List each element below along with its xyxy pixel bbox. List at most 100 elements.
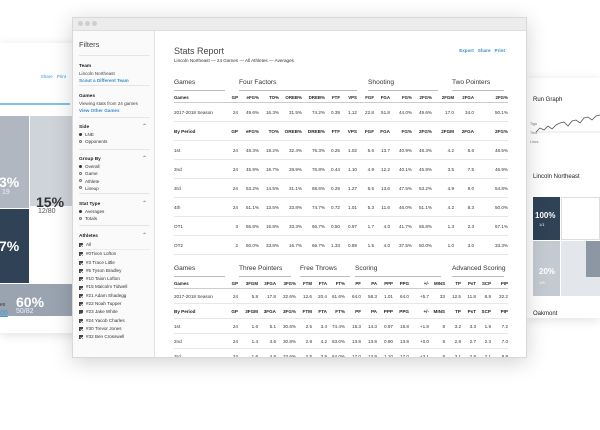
table-cell: 1.27 (340, 178, 357, 198)
row-label: By Period (174, 121, 224, 141)
scout-team-link[interactable]: Scout a Different Team (79, 78, 129, 83)
table-cell: PA (361, 303, 377, 319)
column-header[interactable]: PsT (461, 278, 476, 289)
column-header[interactable]: 2FGA (454, 92, 474, 103)
column-header[interactable]: Games (174, 278, 222, 289)
athlete-checkbox-item[interactable]: #30 Trevor Jones (79, 325, 150, 333)
table-cell: MINS (429, 303, 445, 319)
chevron-up-icon[interactable]: ⌃ (141, 233, 147, 239)
table-cell: 2.5 (296, 348, 312, 357)
athlete-name: #24 Yacob Charles (86, 317, 125, 323)
column-header[interactable]: 3FG% (276, 278, 296, 289)
view-games-link[interactable]: View Other Games (79, 108, 120, 113)
chevron-up-icon[interactable]: ⌃ (141, 156, 147, 162)
stat-option-totals[interactable]: Totals (79, 216, 150, 221)
share-button[interactable]: Share (477, 48, 491, 53)
side-option-opponents[interactable]: Opponents (79, 139, 150, 144)
column-header[interactable]: DREB% (302, 92, 325, 103)
athlete-checkbox-item[interactable]: #24 Yacob Charles (79, 317, 150, 325)
table-cell: 7.0 (491, 333, 508, 349)
column-header[interactable]: 2FG% (412, 92, 432, 103)
athlete-all-checkbox[interactable]: All (79, 241, 150, 249)
bg-print-link[interactable]: Print (56, 74, 66, 79)
table-cell: 24 (222, 288, 238, 304)
tile-count: 19 (2, 189, 10, 196)
column-header[interactable]: FGF (357, 92, 374, 103)
athlete-checkbox-item[interactable]: #3 Trace Little (79, 259, 150, 267)
column-header[interactable]: +/- (409, 278, 429, 289)
run-graph-chart: Tiga Tied Lincs (530, 114, 600, 144)
window-minimize-button[interactable] (85, 21, 90, 26)
column-header[interactable]: Games (174, 92, 224, 103)
column-header[interactable]: TO% (259, 92, 279, 103)
column-header[interactable]: GP (224, 92, 238, 103)
column-header[interactable]: PF (345, 278, 361, 289)
column-header[interactable]: PIP (491, 278, 508, 289)
column-header[interactable]: 3FGA (258, 278, 276, 289)
table-cell: 48.5% (474, 140, 508, 160)
athlete-checkbox-item[interactable]: #23 Jake White (79, 308, 150, 316)
column-header[interactable]: SCP (476, 278, 491, 289)
athlete-checkbox-item[interactable]: #22 Noah Tupper (79, 300, 150, 308)
table-cell: 45.9% (238, 159, 259, 179)
window-maximize-button[interactable] (92, 21, 97, 26)
tile-percent: 15% (36, 194, 65, 210)
column-header[interactable]: FGA (374, 92, 390, 103)
chevron-up-icon[interactable]: ⌃ (141, 201, 147, 207)
table-cell: 47.5% (390, 178, 412, 198)
table-cell: 48.3% (238, 140, 259, 160)
export-button[interactable]: Export (459, 48, 474, 53)
side-option-lne[interactable]: LNE (79, 132, 150, 137)
column-header[interactable]: FTA (312, 278, 327, 289)
tile-percent: 20% (539, 267, 556, 276)
table-cell: 8.9 (476, 288, 491, 304)
group-option-athlete[interactable]: Athlete (79, 179, 150, 184)
column-header[interactable]: OREB% (279, 92, 302, 103)
table-cell: 1.5 (357, 235, 374, 255)
filters-heading: Filters (79, 40, 100, 49)
column-header[interactable]: 3FGM (238, 278, 258, 289)
column-header[interactable]: TP (445, 278, 461, 289)
run-graph-title: Run Graph (533, 97, 563, 103)
athlete-checkbox-item[interactable]: #10 Taion Lofton (79, 275, 150, 283)
table-cell: 3FGM (238, 303, 258, 319)
table-cell: 4.9 (357, 159, 374, 179)
table-cell: 33.8% (259, 235, 279, 255)
athlete-checkbox-item[interactable]: #32 Ben Crosswell (79, 333, 150, 341)
table-cell: TP (445, 303, 461, 319)
table-cell: 17.0 (393, 348, 409, 357)
group-underline (355, 276, 441, 277)
group-option-overall[interactable]: Overall (79, 164, 150, 169)
chevron-up-icon[interactable]: ⌃ (141, 124, 147, 130)
column-header[interactable]: PPP (377, 278, 393, 289)
column-header[interactable]: MINS (429, 278, 445, 289)
stat-option-averages[interactable]: Averages (79, 209, 150, 214)
print-button[interactable]: Print (494, 48, 505, 53)
group-option-game[interactable]: Game (79, 171, 150, 176)
athlete-checkbox-item[interactable]: #21 Adam Shadegg (79, 292, 150, 300)
table-cell: 16.7% (279, 235, 302, 255)
athlete-checkbox-item[interactable]: #5 Tyson Bradley (79, 267, 150, 275)
table-cell: 4.0 (374, 235, 390, 255)
column-header[interactable]: 2FGM (432, 92, 454, 103)
table-cell: 11.6 (374, 197, 390, 217)
row-label: 2nd (174, 333, 222, 349)
bg-share-link[interactable]: Share (40, 74, 53, 79)
bg-left-link[interactable]: 00 (0, 310, 8, 317)
column-header[interactable]: eFG% (238, 92, 259, 103)
window-close-button[interactable] (78, 21, 83, 26)
column-header[interactable]: FG% (390, 92, 412, 103)
column-header[interactable]: VPS (340, 92, 357, 103)
column-header[interactable]: PA (361, 278, 377, 289)
group-option-lineup[interactable]: Lineup (79, 186, 150, 191)
column-header[interactable]: FTM (296, 278, 312, 289)
column-header[interactable]: 2FG% (474, 92, 508, 103)
athlete-checkbox-item[interactable]: #0Tivon Lofton (79, 249, 150, 258)
athlete-checkbox-item[interactable]: #15 Malcolm Tidwell (79, 283, 150, 291)
column-header[interactable]: GP (222, 278, 238, 289)
table-cell: 74.2% (302, 102, 325, 122)
column-header[interactable]: FT% (327, 278, 345, 289)
filters-sidebar: Filters Team Lincoln Northeast Scout a D… (73, 31, 155, 357)
column-header[interactable]: PPG (393, 278, 409, 289)
column-header[interactable]: FTF (325, 92, 340, 103)
